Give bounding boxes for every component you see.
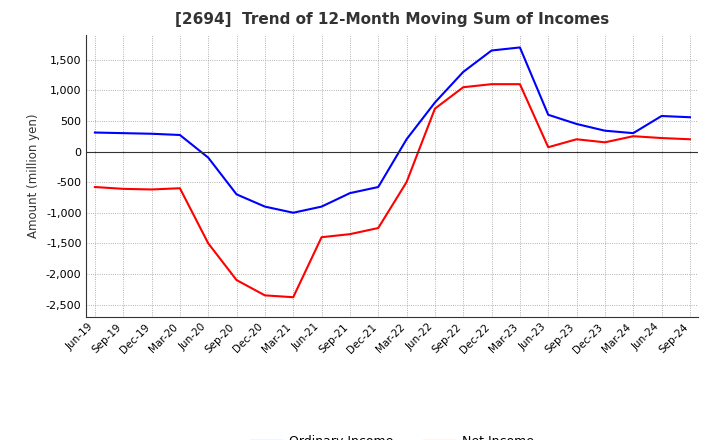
Ordinary Income: [657, 114, 666, 119]
Ordinary Income: [431, 100, 439, 105]
Ordinary Income: [544, 112, 552, 117]
Net Income: [346, 231, 354, 237]
Ordinary Income: [119, 131, 127, 136]
Y-axis label: Amount (million yen): Amount (million yen): [27, 114, 40, 238]
Net Income: [544, 145, 552, 150]
Net Income: [629, 134, 637, 139]
Ordinary Income: [289, 210, 297, 215]
Net Income: [148, 187, 156, 192]
Net Income: [459, 84, 467, 90]
Legend: Ordinary Income, Net Income: Ordinary Income, Net Income: [246, 430, 539, 440]
Net Income: [318, 235, 326, 240]
Title: [2694]  Trend of 12-Month Moving Sum of Incomes: [2694] Trend of 12-Month Moving Sum of I…: [175, 12, 610, 27]
Ordinary Income: [600, 128, 609, 133]
Net Income: [119, 186, 127, 191]
Net Income: [685, 137, 694, 142]
Ordinary Income: [685, 114, 694, 120]
Ordinary Income: [91, 130, 99, 135]
Net Income: [374, 225, 382, 231]
Net Income: [289, 294, 297, 300]
Ordinary Income: [629, 131, 637, 136]
Net Income: [516, 81, 524, 87]
Ordinary Income: [261, 204, 269, 209]
Ordinary Income: [487, 48, 496, 53]
Net Income: [402, 180, 411, 185]
Line: Net Income: Net Income: [95, 84, 690, 297]
Net Income: [261, 293, 269, 298]
Line: Ordinary Income: Ordinary Income: [95, 48, 690, 213]
Ordinary Income: [516, 45, 524, 50]
Ordinary Income: [148, 131, 156, 136]
Net Income: [176, 186, 184, 191]
Ordinary Income: [459, 69, 467, 74]
Net Income: [657, 136, 666, 141]
Net Income: [233, 278, 241, 283]
Net Income: [91, 184, 99, 190]
Ordinary Income: [374, 184, 382, 190]
Net Income: [204, 241, 212, 246]
Ordinary Income: [346, 191, 354, 196]
Ordinary Income: [318, 204, 326, 209]
Net Income: [431, 106, 439, 111]
Ordinary Income: [233, 192, 241, 197]
Net Income: [487, 81, 496, 87]
Ordinary Income: [402, 137, 411, 142]
Net Income: [600, 139, 609, 145]
Ordinary Income: [572, 121, 581, 127]
Ordinary Income: [176, 132, 184, 138]
Net Income: [572, 137, 581, 142]
Ordinary Income: [204, 155, 212, 160]
